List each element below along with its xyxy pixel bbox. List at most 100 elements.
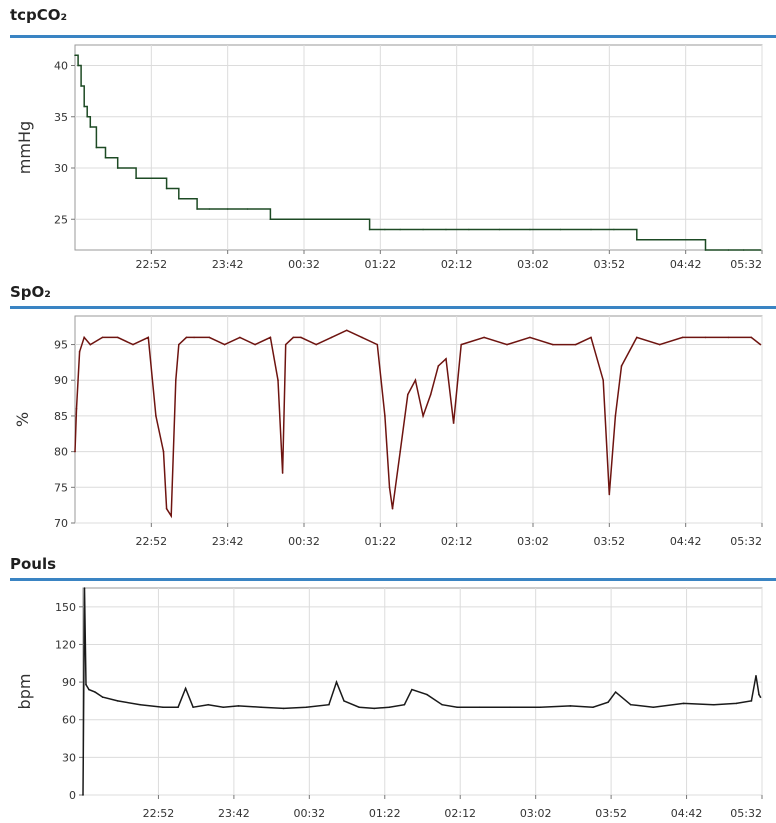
spo2-data-point — [75, 407, 78, 410]
tcpco2-data-point — [399, 228, 401, 231]
spo2-data-point — [277, 379, 279, 382]
spo2-data-point — [422, 415, 424, 417]
pouls-title: Pouls — [10, 555, 56, 573]
pouls-ylabel: bpm — [15, 674, 34, 710]
spo2-data-point — [620, 365, 623, 367]
spo2-data-point — [193, 336, 195, 339]
tcpco2-xtick-label: 02:12 — [441, 258, 473, 271]
spo2-data-point — [750, 336, 753, 339]
tcpco2-xtick-label: 03:02 — [517, 258, 549, 271]
tcpco2-xtick-label: 00:32 — [288, 258, 320, 271]
tcpco2-data-point — [86, 115, 89, 118]
pouls-data-point — [614, 691, 617, 693]
spo2-data-point — [445, 358, 447, 360]
pouls-data-point — [101, 696, 104, 698]
spo2-data-point — [239, 336, 241, 339]
spo2-data-point — [89, 343, 92, 346]
pouls-data-point — [735, 702, 738, 705]
pouls-title-text: Pouls — [10, 555, 57, 573]
spo2-data-point — [590, 336, 592, 339]
pouls-data-point — [479, 706, 481, 708]
spo2-ytick-label: 85 — [54, 410, 68, 423]
tcpco2-data-point — [196, 208, 198, 210]
pouls-data-point — [192, 706, 194, 708]
tcpco2-data-point — [135, 177, 137, 180]
spo2-data-point — [391, 507, 394, 510]
tcpco2-data-point — [178, 197, 180, 200]
spo2-data-point — [170, 515, 172, 517]
pouls-data-point — [83, 587, 86, 589]
tcpco2-data-point — [759, 249, 762, 251]
pouls-data-point — [305, 706, 308, 708]
tcpco2-xtick-label: 01:22 — [364, 258, 396, 271]
spo2-data-point — [483, 336, 485, 339]
pouls-xtick-label: 05:32 — [730, 807, 762, 820]
pouls-data-point — [411, 688, 413, 691]
pouls-data-point — [569, 705, 572, 707]
spo2-data-point — [300, 336, 302, 339]
tcpco2-data-point — [613, 228, 615, 231]
tcpco2-plot-area — [74, 44, 763, 251]
tcpco2-data-point — [422, 228, 424, 231]
spo2-data-point — [460, 343, 463, 346]
tcpco2-ytick-label: 30 — [54, 162, 68, 175]
spo2-data-point — [315, 343, 318, 346]
pouls-xtick-label: 00:32 — [293, 807, 325, 820]
pouls-data-point — [358, 706, 360, 708]
spo2-data-point — [636, 336, 638, 339]
tcpco2-data-point — [338, 218, 340, 221]
spo2-data-point — [376, 343, 379, 346]
tcpco2-data-point — [353, 218, 356, 221]
tcpco2-data-point — [498, 228, 501, 231]
spo2-data-point — [147, 336, 150, 339]
spo2-data-point — [292, 336, 295, 339]
spo2-data-point — [269, 336, 272, 339]
spo2-chart: 70 75 80 85 90 95 22:52 23:42 00:32 01:22 02:12 03:… — [13, 315, 763, 548]
spo2-data-point — [162, 450, 165, 453]
tcpco2-series-line — [75, 54, 761, 251]
tcpco2-ytick-label: 25 — [54, 213, 68, 226]
spo2-data-point — [74, 450, 76, 453]
spo2-data-point — [727, 336, 730, 339]
spo2-data-point — [116, 336, 119, 339]
spo2-data-point — [574, 343, 577, 346]
tcpco2-xtick-label: 03:52 — [593, 258, 625, 271]
tcpco2-data-point — [269, 218, 272, 221]
pouls-data-point — [139, 703, 142, 706]
pouls-data-point — [509, 706, 511, 708]
pouls-data-point — [758, 693, 760, 696]
pouls-data-point — [282, 707, 285, 710]
spo2-data-point — [658, 343, 661, 346]
pouls-data-point — [335, 681, 338, 683]
pouls-data-point — [388, 706, 391, 708]
spo2-data-point — [345, 329, 348, 332]
spo2-data-point — [101, 336, 104, 339]
pouls-title-rule — [10, 578, 776, 581]
pouls-data-point — [162, 706, 164, 708]
tcpco2-data-point — [529, 228, 531, 231]
spo2-data-point — [704, 336, 707, 339]
pouls-data-point — [207, 703, 210, 706]
spo2-data-point — [429, 393, 432, 396]
spo2-data-point — [614, 415, 617, 417]
tcpco2-data-point — [165, 187, 168, 190]
spo2-data-point — [174, 379, 177, 382]
spo2-ytick-label: 90 — [54, 374, 68, 387]
spo2-data-point — [223, 343, 226, 346]
spo2-data-point — [254, 343, 256, 346]
tcpco2-data-point — [636, 238, 638, 241]
pouls-data-point — [456, 706, 459, 708]
tcpco2-data-point — [208, 208, 211, 210]
spo2-xtick-label: 03:02 — [517, 535, 549, 548]
spo2-xtick-label: 02:12 — [441, 535, 473, 548]
spo2-data-point — [330, 336, 333, 339]
pouls-ytick-label: 0 — [69, 789, 76, 802]
pouls-xtick-label: 01:22 — [369, 807, 401, 820]
tcpco2-data-point — [74, 54, 76, 57]
pouls-data-point — [94, 691, 96, 693]
pouls-data-point — [328, 703, 330, 706]
spo2-data-point — [529, 336, 531, 339]
pouls-data-point — [82, 794, 84, 796]
tcpco2-data-point — [315, 218, 318, 221]
spo2-data-point — [414, 379, 417, 382]
